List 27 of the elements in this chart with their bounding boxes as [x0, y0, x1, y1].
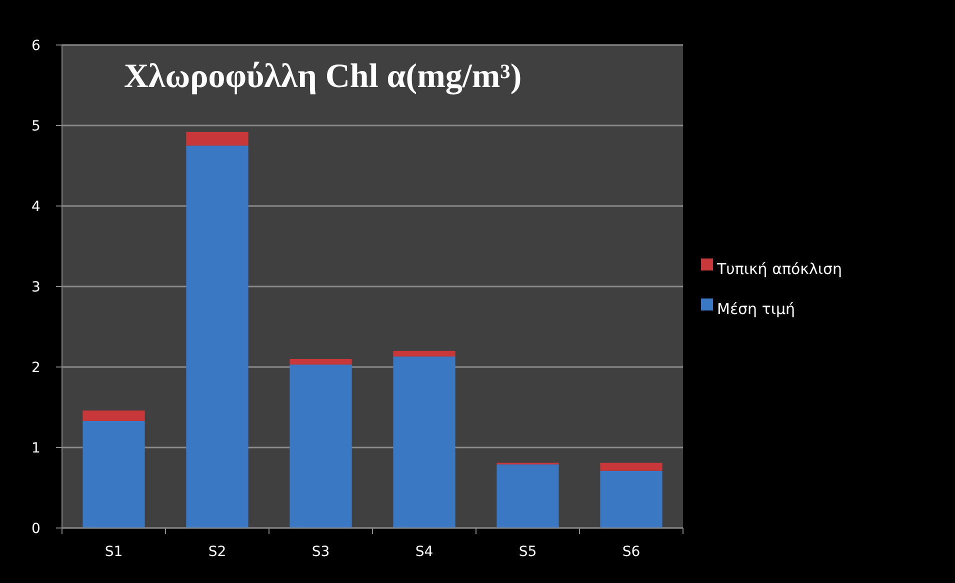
x-tick-label: S3	[312, 544, 330, 560]
bar	[496, 464, 559, 528]
bar	[290, 364, 352, 528]
bar	[600, 462, 662, 471]
bar	[393, 356, 456, 528]
bar	[290, 358, 352, 365]
bar	[393, 350, 456, 357]
x-tick-label: S5	[518, 544, 537, 560]
y-tick-label: 2	[32, 360, 40, 376]
x-tick-label: S6	[622, 544, 640, 560]
bar	[186, 146, 248, 528]
bar	[82, 410, 145, 421]
bar	[600, 470, 662, 528]
y-tick-label: 4	[32, 198, 41, 215]
chart-title: Χλωροφύλλη Chl α(mg/m³)	[124, 58, 522, 95]
y-tick-label: 1	[32, 440, 40, 456]
bar	[186, 132, 248, 146]
bar	[82, 420, 145, 528]
y-tick-label: 3	[32, 279, 40, 296]
x-tick-label: S1	[104, 544, 123, 560]
legend-label: Τυπική απόκλιση	[716, 260, 842, 278]
x-tick-label: S4	[415, 544, 434, 560]
y-tick-label: 0	[32, 520, 40, 537]
legend-label: Μέση τιμή	[717, 300, 795, 318]
y-tick-label: 6	[32, 38, 41, 54]
x-tick-label: S2	[208, 544, 226, 560]
y-tick-label: 5	[32, 118, 40, 134]
